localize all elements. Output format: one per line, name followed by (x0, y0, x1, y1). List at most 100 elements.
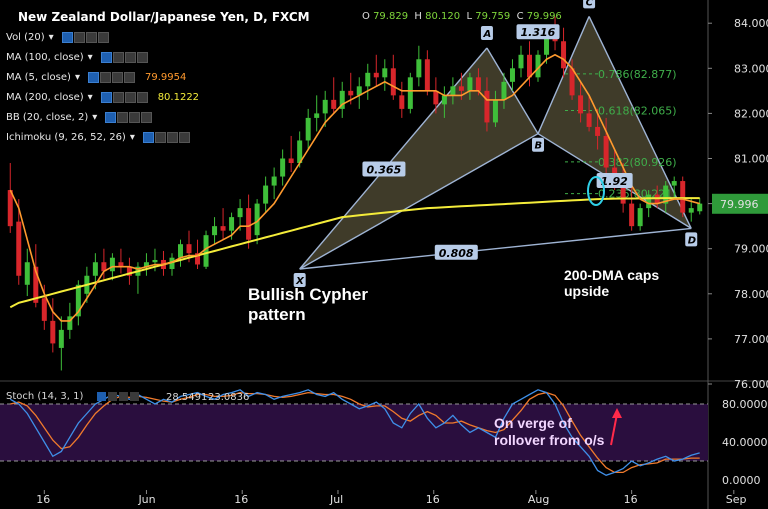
candle-body (527, 54, 532, 78)
indicator-row[interactable]: MA (100, close) ▾ (6, 52, 148, 63)
indicator-button[interactable] (142, 132, 154, 143)
time-tick-label: 16 (36, 493, 50, 506)
fib-label: 0.786(82.877) (598, 68, 677, 81)
candle-body (7, 190, 13, 227)
indicator-button[interactable] (99, 72, 111, 83)
candle-body (67, 316, 73, 330)
indicator-button[interactable] (136, 52, 148, 63)
candle-body (92, 262, 98, 276)
indicator-row[interactable]: Ichimoku (9, 26, 52, 26) ▾ (6, 132, 190, 143)
indicator-buttons[interactable] (100, 92, 148, 103)
ratio-label: 1.316 (521, 26, 556, 39)
candle-body (50, 320, 56, 344)
stoch-grid (0, 403, 708, 462)
ratio-label: 0.365 (366, 164, 401, 177)
indicator-label: Vol (20) (6, 32, 45, 43)
indicator-button[interactable] (178, 132, 190, 143)
candle-body (339, 90, 345, 109)
indicator-buttons[interactable] (105, 112, 153, 123)
candle-body (399, 95, 405, 109)
candle-body (595, 126, 601, 136)
pattern-point-box (293, 272, 306, 287)
chevron-down-icon[interactable]: ▾ (48, 32, 54, 43)
indicator-button[interactable] (129, 112, 141, 123)
candle-body (237, 208, 243, 218)
indicator-label: BB (20, close, 2) (6, 112, 89, 123)
ratio-label: 1.92 (601, 175, 628, 188)
dma-text-line1: 200-DMA caps (564, 267, 659, 283)
indicator-button[interactable] (61, 32, 73, 43)
indicator-button[interactable] (87, 72, 99, 83)
fib-label: 0.382(80.926) (598, 156, 677, 169)
stoch-d-value: 23.0836 (208, 392, 249, 403)
time-tick-label: Jul (329, 493, 343, 506)
indicator-button[interactable] (117, 112, 129, 123)
pattern-point-label: C (586, 0, 594, 8)
price-tick-label: 84.000 (734, 17, 768, 30)
indicator-row[interactable]: Vol (20) ▾ (6, 32, 109, 43)
indicator-button[interactable] (100, 52, 112, 63)
ratio-box (362, 161, 406, 177)
indicator-button[interactable] (105, 112, 117, 123)
indicator-row[interactable]: BB (20, close, 2) ▾ (6, 112, 153, 123)
candle-body (288, 158, 294, 164)
pattern-text-line1: Bullish Cypher (248, 285, 368, 304)
chevron-down-icon[interactable]: ▾ (87, 92, 93, 103)
indicator-button[interactable] (112, 92, 124, 103)
candle-body (75, 284, 81, 317)
candle-body (229, 217, 235, 231)
candle-body (475, 77, 481, 91)
indicator-button[interactable] (154, 132, 166, 143)
indicator-button[interactable] (124, 92, 136, 103)
time-axis[interactable]: 16 Jun 16 Jul 16 Aug 16 Sep (36, 490, 747, 506)
chevron-down-icon[interactable]: ▾ (74, 72, 80, 83)
indicator-label: Ichimoku (9, 26, 52, 26) (6, 132, 126, 143)
pattern-edge (299, 133, 539, 270)
pattern-text-line2: pattern (248, 305, 306, 324)
candle-body (467, 77, 473, 91)
stoch-title: Stoch (14, 3, 1) (6, 391, 83, 402)
candle-body (509, 68, 515, 82)
candle-body (246, 208, 252, 240)
indicator-buttons[interactable] (142, 132, 190, 143)
indicator-button[interactable] (123, 72, 135, 83)
indicator-button[interactable] (166, 132, 178, 143)
indicator-row[interactable]: MA (5, close) ▾ 79.9954 (6, 72, 186, 83)
indicator-button[interactable] (112, 52, 124, 63)
time-tick-label: Jun (137, 493, 155, 506)
candle-body (637, 208, 643, 227)
candle-body (535, 54, 541, 78)
candle-body (407, 77, 413, 109)
indicator-button[interactable] (100, 92, 112, 103)
indicator-buttons[interactable] (100, 52, 148, 63)
indicator-button[interactable] (73, 32, 85, 43)
close-key: C (516, 11, 524, 22)
candle-body (212, 226, 218, 236)
stoch-tick-label: 40.0000 (722, 436, 768, 449)
candle-body (544, 36, 550, 55)
indicator-button[interactable] (141, 112, 153, 123)
chevron-down-icon[interactable]: ▾ (129, 132, 135, 143)
indicator-button[interactable] (136, 92, 148, 103)
price-tick-label: 77.000 (734, 333, 768, 346)
indicator-label: MA (200, close) (6, 92, 84, 103)
indicator-buttons[interactable] (61, 32, 109, 43)
indicator-button[interactable] (85, 32, 97, 43)
price-axis[interactable]: 84.00083.00082.00081.00080.00079.00078.0… (708, 17, 768, 391)
indicator-button[interactable] (111, 72, 123, 83)
candle-body (680, 181, 686, 213)
candle-body (178, 244, 183, 258)
indicator-row[interactable]: MA (200, close) ▾ 80.1222 (6, 92, 199, 103)
indicator-button[interactable] (124, 52, 136, 63)
chevron-down-icon[interactable]: ▾ (87, 52, 93, 63)
indicator-button[interactable] (97, 32, 109, 43)
candle-body (143, 262, 149, 267)
chevron-down-icon[interactable]: ▾ (92, 112, 98, 123)
stoch-buttons (97, 392, 139, 401)
ratio-box (516, 24, 560, 40)
candle-body (220, 226, 226, 231)
stoch-axis[interactable]: 80.0000 40.0000 0.0000 (722, 398, 768, 487)
indicator-buttons[interactable] (87, 72, 135, 83)
candle-body (58, 329, 64, 348)
